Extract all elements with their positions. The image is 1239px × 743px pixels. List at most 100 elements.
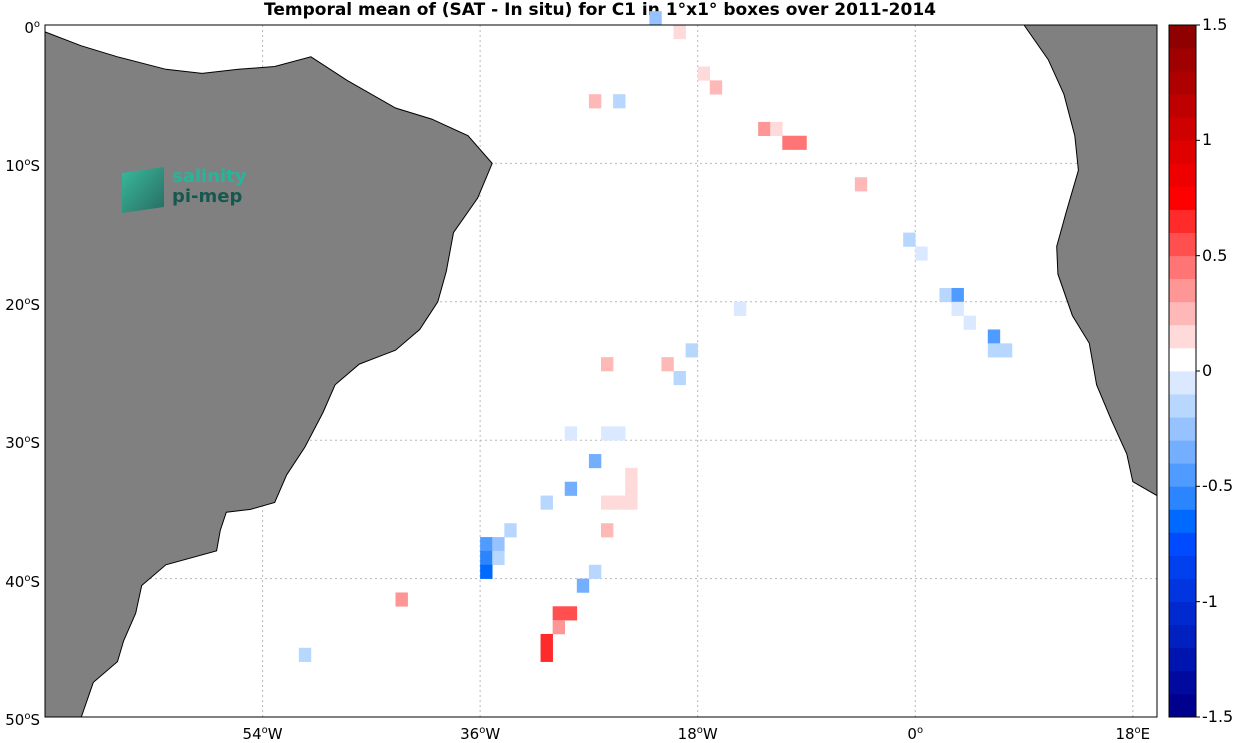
lat-label-0: 0o — [24, 19, 40, 37]
lon-label-3: 0o — [907, 725, 924, 743]
data-cell-2 — [697, 66, 711, 81]
data-cell-4 — [588, 94, 602, 109]
colorbar-segment-16 — [1169, 324, 1196, 349]
data-cell-18 — [987, 329, 1001, 344]
data-cell-16 — [951, 301, 964, 316]
colorbar-label-6: -1.5 — [1202, 707, 1234, 726]
colorbar-segment-2 — [1169, 647, 1196, 672]
data-cell-15 — [951, 287, 964, 303]
data-cell-7 — [770, 121, 783, 137]
data-cell-13 — [733, 301, 747, 316]
data-cell-14 — [939, 287, 952, 303]
data-cell-20 — [999, 343, 1013, 358]
data-cell-48 — [552, 620, 566, 635]
data-cell-30 — [625, 481, 638, 496]
lon-label-1: 36oW — [460, 725, 501, 743]
data-cell-1 — [673, 25, 686, 40]
data-cell-51 — [298, 647, 312, 662]
data-cell-24 — [673, 371, 686, 386]
data-cell-42 — [480, 564, 493, 579]
data-cell-38 — [480, 537, 493, 552]
colorbar-segment-22 — [1169, 186, 1196, 210]
data-cell-29 — [625, 467, 638, 483]
lat-label-1: 10oS — [5, 157, 40, 176]
data-cell-50 — [540, 647, 553, 662]
lon-label-0: 54oW — [242, 725, 283, 743]
colorbar-segment-5 — [1169, 578, 1196, 603]
lat-label-4: 40oS — [5, 572, 40, 591]
data-cell-6 — [758, 121, 771, 137]
colorbar-segment-25 — [1169, 117, 1196, 141]
data-cell-47 — [564, 606, 578, 621]
colorbar-segment-26 — [1169, 94, 1196, 118]
lon-label-2: 18oW — [677, 725, 718, 743]
africa-land — [1023, 24, 1158, 497]
plot-title: Temporal mean of (SAT - In situ) for C1 … — [264, 0, 936, 20]
data-cell-22 — [601, 357, 614, 372]
logo-mark-icon — [122, 167, 164, 213]
data-cell-46 — [552, 606, 566, 621]
data-cell-21 — [685, 343, 698, 358]
data-cell-43 — [588, 564, 602, 579]
data-cell-32 — [601, 495, 614, 510]
data-cell-33 — [613, 495, 626, 510]
data-cell-39 — [492, 537, 505, 552]
colorbar-label-4: -0.5 — [1202, 476, 1234, 496]
data-cell-35 — [540, 495, 553, 510]
data-cell-5 — [613, 94, 626, 109]
data-cell-28 — [588, 454, 602, 469]
colorbar-segment-3 — [1169, 624, 1196, 649]
colorbar-segment-0 — [1169, 693, 1196, 718]
data-cell-23 — [661, 357, 674, 372]
pi-mep-logo: salinity pi-mep — [122, 166, 252, 216]
lon-label-4: 18oE — [1115, 725, 1151, 743]
logo-text-pi-mep: pi-mep — [172, 186, 243, 207]
colorbar-segment-19 — [1169, 255, 1196, 280]
logo-text-salinity: salinity — [172, 166, 247, 187]
data-cell-49 — [540, 633, 553, 649]
colorbar-label-2: 0.5 — [1202, 245, 1228, 265]
colorbar-segment-4 — [1169, 601, 1196, 626]
colorbar-label-5: -1 — [1202, 591, 1218, 611]
data-cell-44 — [576, 578, 590, 593]
colorbar-segment-13 — [1169, 394, 1196, 418]
colorbar-segment-6 — [1169, 555, 1196, 579]
data-cell-12 — [915, 246, 928, 261]
colorbar-segment-20 — [1169, 232, 1196, 257]
colorbar-segment-7 — [1169, 532, 1196, 556]
colorbar-segment-27 — [1169, 71, 1196, 95]
colorbar-segment-1 — [1169, 670, 1196, 695]
data-cell-31 — [564, 481, 578, 496]
lat-label-5: 50oS — [5, 711, 40, 729]
data-cell-9 — [794, 135, 807, 150]
colorbar-label-3: 0 — [1202, 361, 1213, 380]
colorbar-segment-8 — [1169, 509, 1196, 533]
colorbar-segment-10 — [1169, 463, 1196, 487]
data-cell-45 — [395, 592, 408, 607]
data-cell-19 — [987, 343, 1001, 358]
colorbar-segment-17 — [1169, 301, 1196, 326]
colorbar-segment-14 — [1169, 371, 1196, 395]
lat-label-2: 20oS — [5, 295, 40, 314]
colorbar — [1168, 24, 1200, 718]
colorbar-segment-15 — [1169, 347, 1196, 372]
data-cell-10 — [854, 177, 868, 192]
data-cell-25 — [564, 426, 578, 441]
colorbar-label-1: 1 — [1202, 130, 1213, 150]
colorbar-segment-18 — [1169, 278, 1196, 303]
data-cell-17 — [963, 315, 976, 330]
data-cell-40 — [480, 550, 493, 566]
data-cell-11 — [903, 232, 916, 247]
data-cell-41 — [492, 550, 505, 566]
colorbar-label-0: 1.5 — [1202, 15, 1228, 34]
colorbar-segment-29 — [1169, 25, 1196, 49]
colorbar-segment-11 — [1169, 440, 1196, 464]
data-cells — [298, 11, 1013, 662]
data-cell-0 — [649, 11, 662, 26]
colorbar-segment-23 — [1169, 163, 1196, 187]
data-cell-8 — [782, 135, 795, 150]
data-cell-27 — [613, 426, 626, 441]
data-cell-34 — [625, 495, 638, 510]
map-frame — [44, 24, 1158, 718]
